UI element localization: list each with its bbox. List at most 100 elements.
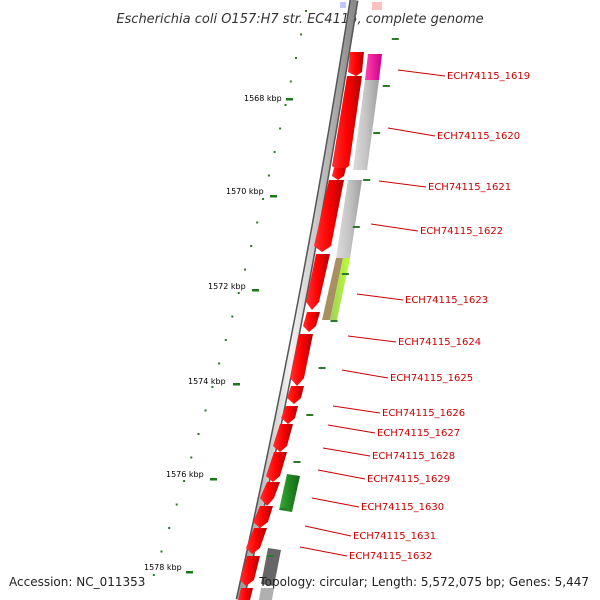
gene-arrow-1631 xyxy=(253,506,273,528)
label-leader-line xyxy=(397,69,446,77)
gene-label[interactable]: ECH74115_1630 xyxy=(361,502,444,513)
label-leader-line xyxy=(332,405,381,414)
forward-strand-genes xyxy=(238,52,364,600)
kbp-label: 1578 kbp xyxy=(144,563,182,572)
label-leader-line xyxy=(299,546,348,557)
gene-arrow-bottom-2 xyxy=(238,588,253,600)
feature-bottom-grey xyxy=(259,588,274,600)
tick-dash xyxy=(382,85,390,87)
tick-dash xyxy=(363,179,371,181)
gene-label[interactable]: ECH74115_1620 xyxy=(437,131,520,142)
kbp-label: 1576 kbp xyxy=(166,470,204,479)
feature-green xyxy=(279,474,300,512)
accession-text: Accession: NC_011353 xyxy=(9,575,145,589)
gene-arrow-1623 xyxy=(306,254,330,310)
map-title: Escherichia coli O157:H7 str. EC4115, co… xyxy=(116,12,483,27)
tick-dot xyxy=(279,127,282,130)
kbp-label: 1574 kbp xyxy=(188,377,226,386)
gene-label[interactable]: ECH74115_1621 xyxy=(428,182,511,193)
tick-dot xyxy=(175,503,178,506)
tick-dot xyxy=(273,151,276,153)
gene-partial-top-blue xyxy=(340,2,346,8)
gene-label[interactable]: ECH74115_1619 xyxy=(447,71,530,82)
gene-label[interactable]: ECH74115_1629 xyxy=(367,474,450,485)
gene-arrow-1621 xyxy=(332,168,346,180)
tick-dash xyxy=(318,367,326,369)
tick-dash xyxy=(341,273,349,275)
gene-label[interactable]: ECH74115_1626 xyxy=(382,408,465,419)
gene-label[interactable]: ECH74115_1627 xyxy=(377,428,460,439)
label-leader-line xyxy=(341,369,389,379)
tick-dot xyxy=(204,409,207,412)
tick-dot xyxy=(218,362,221,365)
tick-dot xyxy=(183,480,186,482)
label-leader-line xyxy=(387,127,436,137)
tick-dash xyxy=(373,132,381,134)
tick-dot xyxy=(295,57,297,59)
kbp-scale: 1568 kbp 1570 kbp 1572 kbp 1574 kbp 1576 kbp… xyxy=(144,94,293,574)
kbp-tick xyxy=(252,289,259,292)
tick-dot xyxy=(300,33,303,36)
gene-label[interactable]: ECH74115_1632 xyxy=(349,551,432,562)
gene-arrow-1625 xyxy=(290,334,313,386)
tick-dash xyxy=(293,461,301,463)
gene-arrow-1620 xyxy=(332,76,362,172)
tick-dot xyxy=(256,221,259,224)
gene-arrow-1627 xyxy=(281,406,298,424)
tick-dot xyxy=(160,550,163,553)
gene-partial-top xyxy=(372,2,382,10)
label-leader-line xyxy=(378,180,427,188)
gene-arrow-bottom-1 xyxy=(240,556,260,586)
label-leader-line xyxy=(304,525,352,537)
tick-dot xyxy=(305,10,307,12)
gene-label[interactable]: ECH74115_1631 xyxy=(353,531,436,542)
label-leader-line xyxy=(311,497,360,508)
kbp-tick xyxy=(186,571,193,574)
tick-dot xyxy=(168,527,171,529)
tick-dot xyxy=(211,386,214,388)
tick-dashes-right xyxy=(266,38,399,557)
feature-grey-2 xyxy=(336,180,362,258)
kbp-label: 1572 kbp xyxy=(208,282,246,291)
topology-text: Topology: circular; Length: 5,572,075 bp… xyxy=(258,575,589,589)
label-leader-line xyxy=(370,223,419,232)
kbp-label: 1570 kbp xyxy=(226,187,264,196)
tick-dot xyxy=(224,339,227,341)
gene-arrow-1632 xyxy=(246,528,267,554)
tick-dash xyxy=(266,555,274,557)
gene-arrow-1629 xyxy=(266,452,287,482)
tick-dot xyxy=(262,198,265,200)
gene-arrow-1630 xyxy=(260,482,280,506)
kbp-tick xyxy=(286,98,293,101)
gene-label[interactable]: ECH74115_1628 xyxy=(372,451,455,462)
gene-label[interactable]: ECH74115_1625 xyxy=(390,373,473,384)
tick-dots xyxy=(152,10,307,576)
gene-arrow-1628 xyxy=(273,424,293,452)
tick-dot xyxy=(244,268,246,271)
tick-dash xyxy=(280,508,288,510)
gene-label[interactable]: ECH74115_1624 xyxy=(398,337,481,348)
tick-dot xyxy=(284,104,287,106)
label-leader-line xyxy=(322,447,371,457)
kbp-tick xyxy=(233,383,240,386)
gene-label[interactable]: ECH74115_1622 xyxy=(420,226,503,237)
tick-dot xyxy=(197,433,200,435)
feature-dark-grey xyxy=(261,548,281,586)
gene-label[interactable]: ECH74115_1623 xyxy=(405,295,488,306)
tick-dot xyxy=(267,174,270,177)
tick-dash xyxy=(306,414,314,416)
feature-magenta xyxy=(365,54,382,80)
gene-arrow-1622 xyxy=(314,180,344,252)
tick-dash xyxy=(391,38,399,40)
gene-arrow-1626 xyxy=(287,386,304,404)
gene-arrow-1624 xyxy=(303,312,320,332)
tick-dot xyxy=(190,456,193,459)
feature-track xyxy=(259,54,382,600)
feature-olive xyxy=(322,258,343,320)
kbp-tick xyxy=(210,478,217,481)
feature-grey-1 xyxy=(353,80,379,170)
label-leader-line xyxy=(356,293,404,301)
kbp-label: 1568 kbp xyxy=(244,94,282,103)
kbp-tick xyxy=(270,195,277,198)
